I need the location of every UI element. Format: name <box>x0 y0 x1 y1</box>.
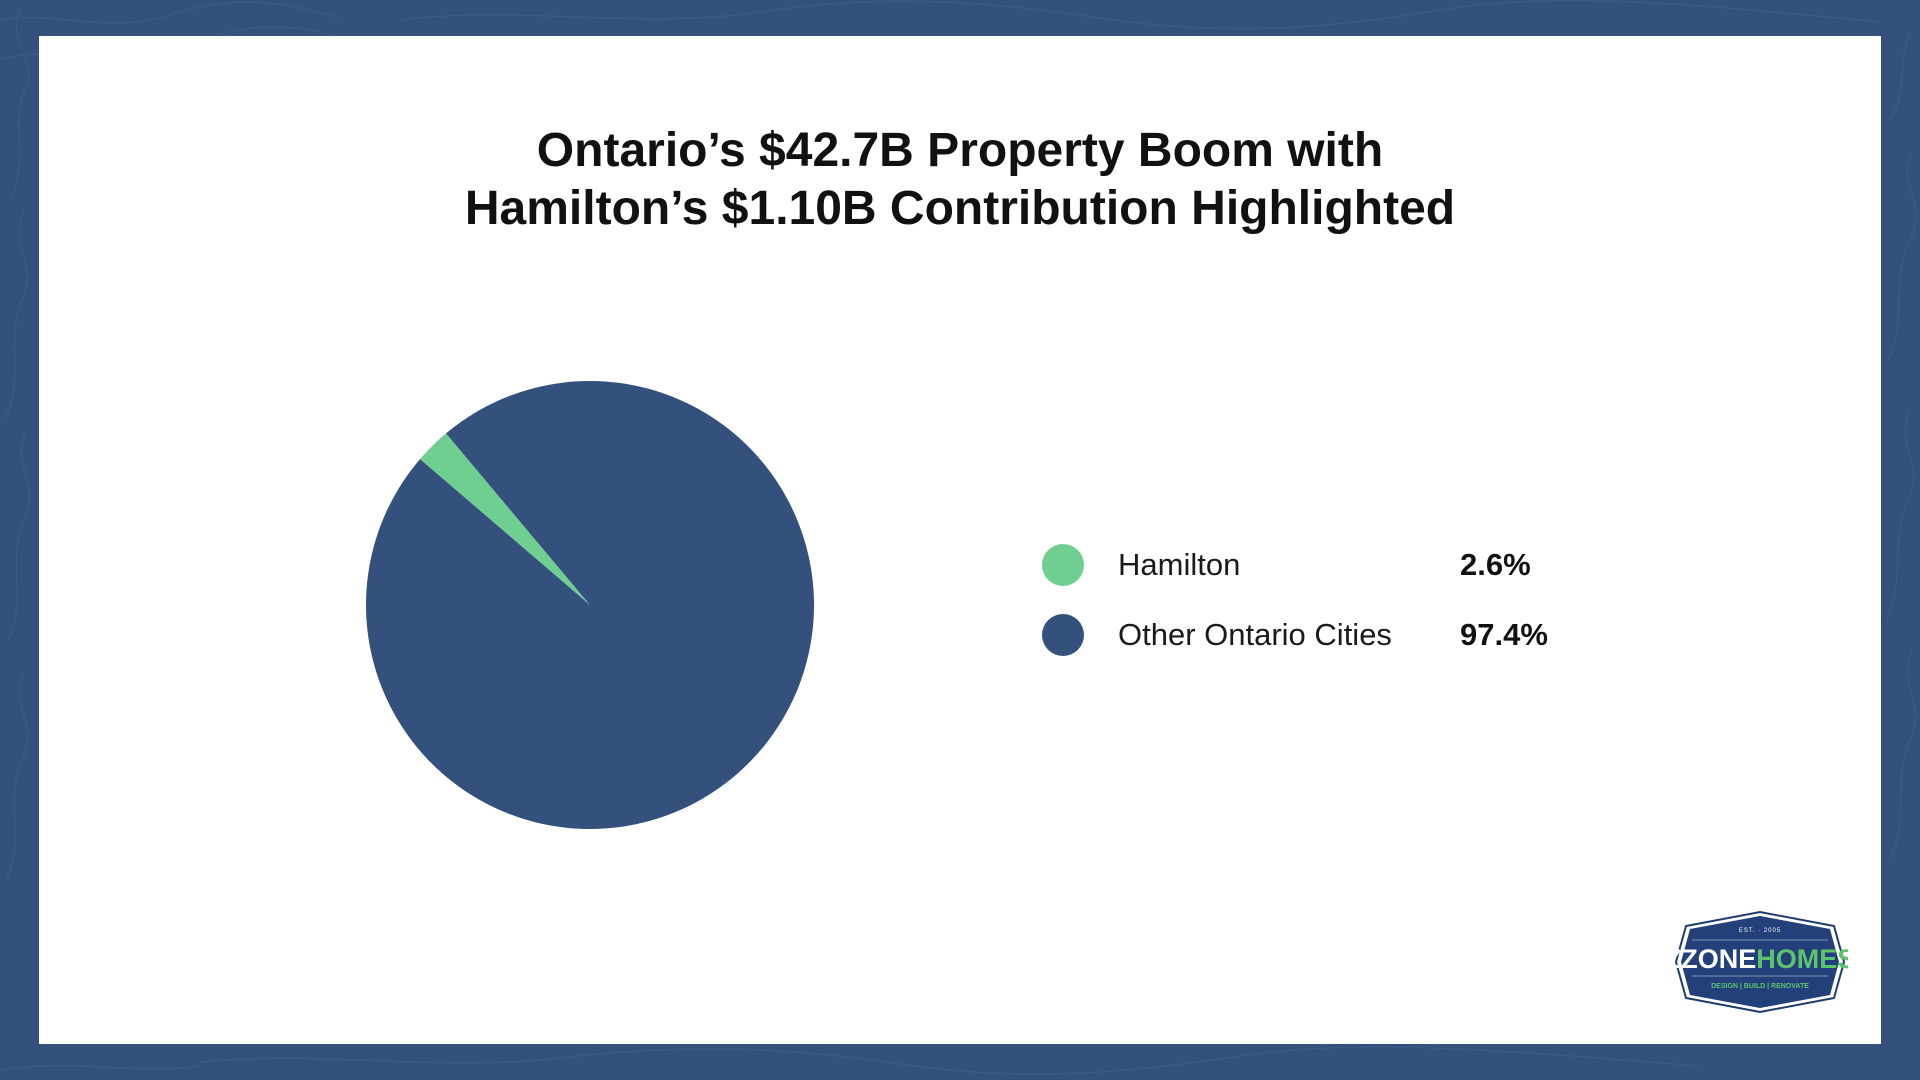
chart-legend: Hamilton 2.6% Other Ontario Cities 97.4% <box>1042 544 1602 684</box>
logo-brand-zzone: ZZONE <box>1672 944 1756 974</box>
legend-item-hamilton: Hamilton 2.6% <box>1042 544 1602 586</box>
legend-swatch-hamilton <box>1042 544 1084 586</box>
legend-item-other-ontario-cities: Other Ontario Cities 97.4% <box>1042 614 1602 656</box>
legend-value-hamilton: 2.6% <box>1460 547 1531 582</box>
logo-brand-homes: HOMES <box>1756 944 1848 974</box>
chart-title: Ontario’s $42.7B Property Boom with Hami… <box>0 122 1920 238</box>
chart-title-line-1: Ontario’s $42.7B Property Boom with <box>536 124 1384 177</box>
chart-title-line-2: Hamilton’s $1.10B Contribution Highlight… <box>464 182 1456 235</box>
pie-chart <box>365 381 814 829</box>
legend-label-hamilton: Hamilton <box>1118 547 1241 582</box>
legend-value-other-ontario-cities: 97.4% <box>1460 617 1548 652</box>
legend-swatch-other-ontario-cities <box>1042 614 1084 656</box>
legend-label-other-ontario-cities: Other Ontario Cities <box>1118 617 1392 652</box>
svg-text:ZZONEHOMES: ZZONEHOMES <box>1672 944 1848 974</box>
chart-card <box>39 36 1881 1044</box>
logo-est-text: EST. · 2005 <box>1739 928 1781 934</box>
pie-slice-hamilton <box>420 433 590 605</box>
zzone-homes-logo: EST. · 2005 ZZONEHOMES DESIGN | BUILD | … <box>1672 910 1848 1014</box>
logo-tagline: DESIGN | BUILD | RENOVATE <box>1711 983 1809 990</box>
pie-slice-other-ontario-cities <box>365 381 814 829</box>
